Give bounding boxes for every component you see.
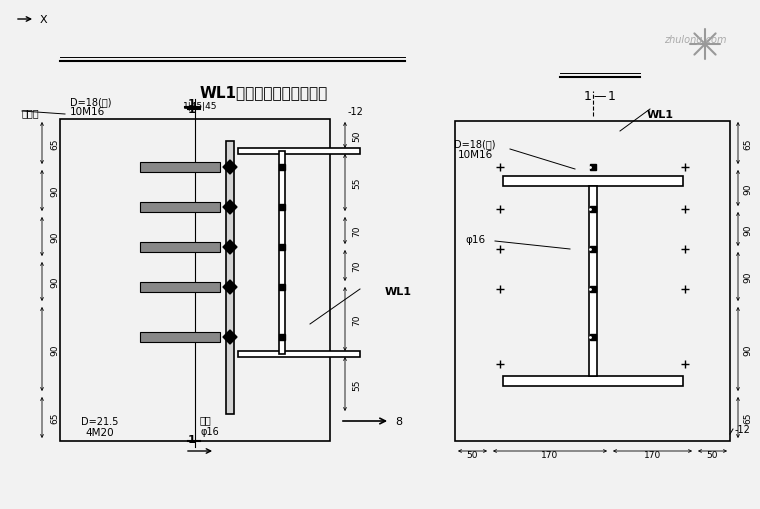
Text: 8: 8 [395, 416, 402, 426]
Text: 70: 70 [352, 314, 361, 325]
Text: 70: 70 [352, 225, 361, 237]
Text: 65: 65 [50, 138, 59, 150]
Bar [140, 282, 220, 293]
Text: 90: 90 [743, 224, 752, 235]
Text: 90: 90 [743, 344, 752, 355]
Text: 55: 55 [352, 178, 361, 189]
Text: 90: 90 [743, 271, 752, 282]
Text: D=18(孔): D=18(孔) [454, 139, 496, 149]
Text: 70: 70 [352, 260, 361, 272]
Bar [238, 351, 360, 357]
Text: 90: 90 [50, 276, 59, 288]
Text: WL1与原结构连接图（铰）: WL1与原结构连接图（铰） [200, 85, 328, 100]
Text: φ16: φ16 [200, 426, 219, 436]
Text: D=18(孔): D=18(孔) [70, 97, 112, 107]
Bar [588, 187, 597, 376]
Text: 1|45|45: 1|45|45 [182, 102, 217, 111]
Text: 50: 50 [707, 450, 718, 459]
Bar [140, 332, 220, 343]
Text: 1: 1 [608, 90, 616, 103]
Text: -12: -12 [735, 424, 751, 434]
Polygon shape [223, 330, 237, 344]
Text: 65: 65 [743, 138, 752, 150]
Text: 10M16: 10M16 [70, 107, 105, 117]
Bar [140, 163, 220, 173]
Text: φ16: φ16 [465, 235, 485, 244]
Text: zhulong.com: zhulong.com [663, 35, 727, 45]
Polygon shape [223, 201, 237, 215]
Bar [502, 177, 682, 187]
Text: D=21.5: D=21.5 [81, 416, 119, 426]
Text: WL1: WL1 [385, 287, 412, 296]
Text: —: — [594, 90, 606, 103]
Text: 50: 50 [467, 450, 478, 459]
Text: 90: 90 [50, 231, 59, 243]
Text: -12: -12 [348, 107, 364, 117]
Text: 90: 90 [50, 185, 59, 197]
Text: 1: 1 [584, 90, 592, 103]
Text: 1: 1 [188, 434, 196, 444]
Text: 4M20: 4M20 [86, 427, 114, 437]
Text: 90: 90 [50, 344, 59, 355]
Polygon shape [223, 161, 237, 175]
Bar [502, 376, 682, 386]
Text: 原结构: 原结构 [22, 108, 40, 118]
Text: 1: 1 [188, 105, 196, 115]
Bar [140, 203, 220, 213]
Text: 65: 65 [50, 412, 59, 423]
Bar [226, 142, 234, 414]
Bar [60, 120, 330, 441]
Text: 170: 170 [644, 450, 661, 459]
Text: 65: 65 [743, 412, 752, 423]
Text: WL1: WL1 [647, 110, 673, 120]
Polygon shape [223, 280, 237, 294]
Text: 55: 55 [352, 379, 361, 390]
Text: 50: 50 [352, 130, 361, 142]
Bar [279, 152, 285, 354]
Bar [238, 149, 360, 155]
Bar [140, 242, 220, 252]
Text: 焊接: 焊接 [200, 414, 212, 424]
Text: X: X [40, 15, 48, 25]
Bar [455, 122, 730, 441]
Text: 10M16: 10M16 [458, 150, 492, 160]
Text: 1: 1 [188, 99, 196, 109]
Polygon shape [223, 241, 237, 254]
Text: 90: 90 [743, 183, 752, 194]
Text: 170: 170 [541, 450, 559, 459]
